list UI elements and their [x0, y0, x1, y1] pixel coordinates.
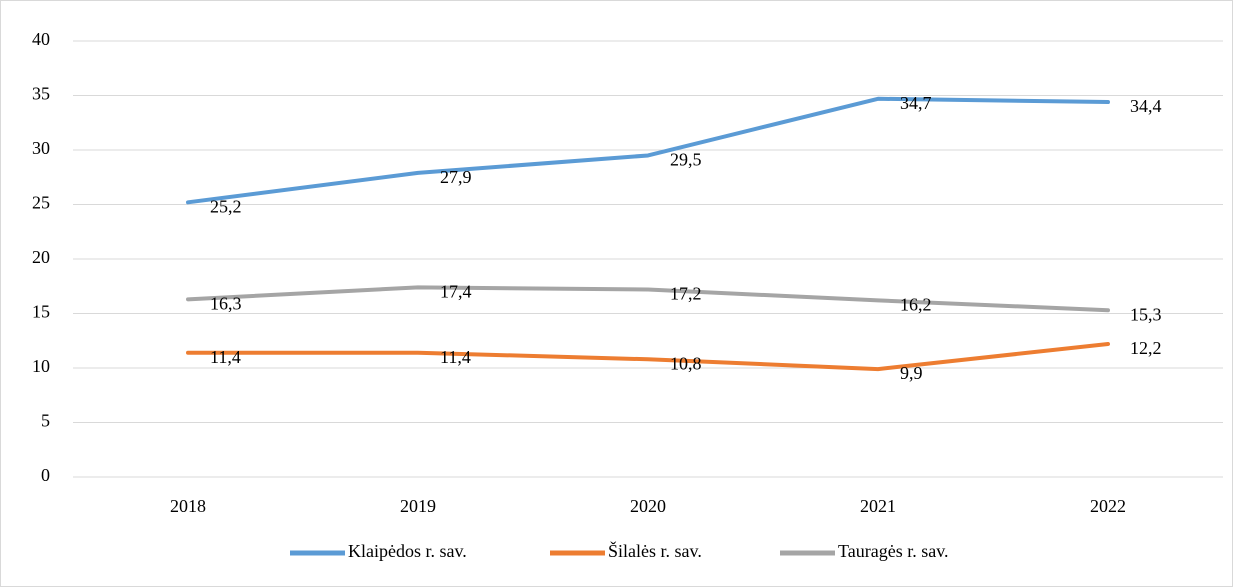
- legend-label: Klaipėdos r. sav.: [348, 541, 467, 561]
- data-label: 25,2: [210, 196, 242, 216]
- x-tick-label: 2019: [400, 496, 436, 516]
- x-tick-label: 2021: [860, 496, 896, 516]
- series-line: [186, 96, 1110, 205]
- legend-label: Šilalės r. sav.: [608, 540, 702, 561]
- data-label: 12,2: [1130, 338, 1162, 358]
- y-tick-label: 30: [32, 138, 50, 158]
- y-tick-label: 25: [32, 193, 50, 213]
- data-label: 16,3: [210, 293, 242, 313]
- data-label: 34,7: [900, 93, 932, 113]
- y-tick-label: 15: [32, 302, 50, 322]
- legend-label: Tauragės r. sav.: [838, 541, 949, 561]
- y-tick-label: 40: [32, 29, 50, 49]
- data-label: 27,9: [440, 167, 472, 187]
- y-tick-label: 20: [32, 247, 50, 267]
- y-tick-label: 5: [41, 411, 50, 431]
- data-label: 15,3: [1130, 304, 1162, 324]
- x-tick-label: 2020: [630, 496, 666, 516]
- data-label: 34,4: [1130, 96, 1162, 116]
- data-label: 11,4: [440, 347, 471, 367]
- data-label: 17,4: [440, 281, 472, 301]
- data-label: 17,2: [670, 284, 702, 304]
- data-label: 16,2: [900, 295, 932, 315]
- y-tick-label: 35: [32, 84, 50, 104]
- series-line: [186, 342, 1110, 372]
- y-tick-label: 0: [41, 465, 50, 485]
- series-line: [186, 285, 1110, 313]
- data-label: 9,9: [900, 363, 923, 383]
- data-label: 10,8: [670, 353, 702, 373]
- x-tick-label: 2022: [1090, 496, 1126, 516]
- data-label: 11,4: [210, 347, 241, 367]
- x-tick-label: 2018: [170, 496, 206, 516]
- data-label: 29,5: [670, 150, 702, 170]
- y-tick-label: 10: [32, 356, 50, 376]
